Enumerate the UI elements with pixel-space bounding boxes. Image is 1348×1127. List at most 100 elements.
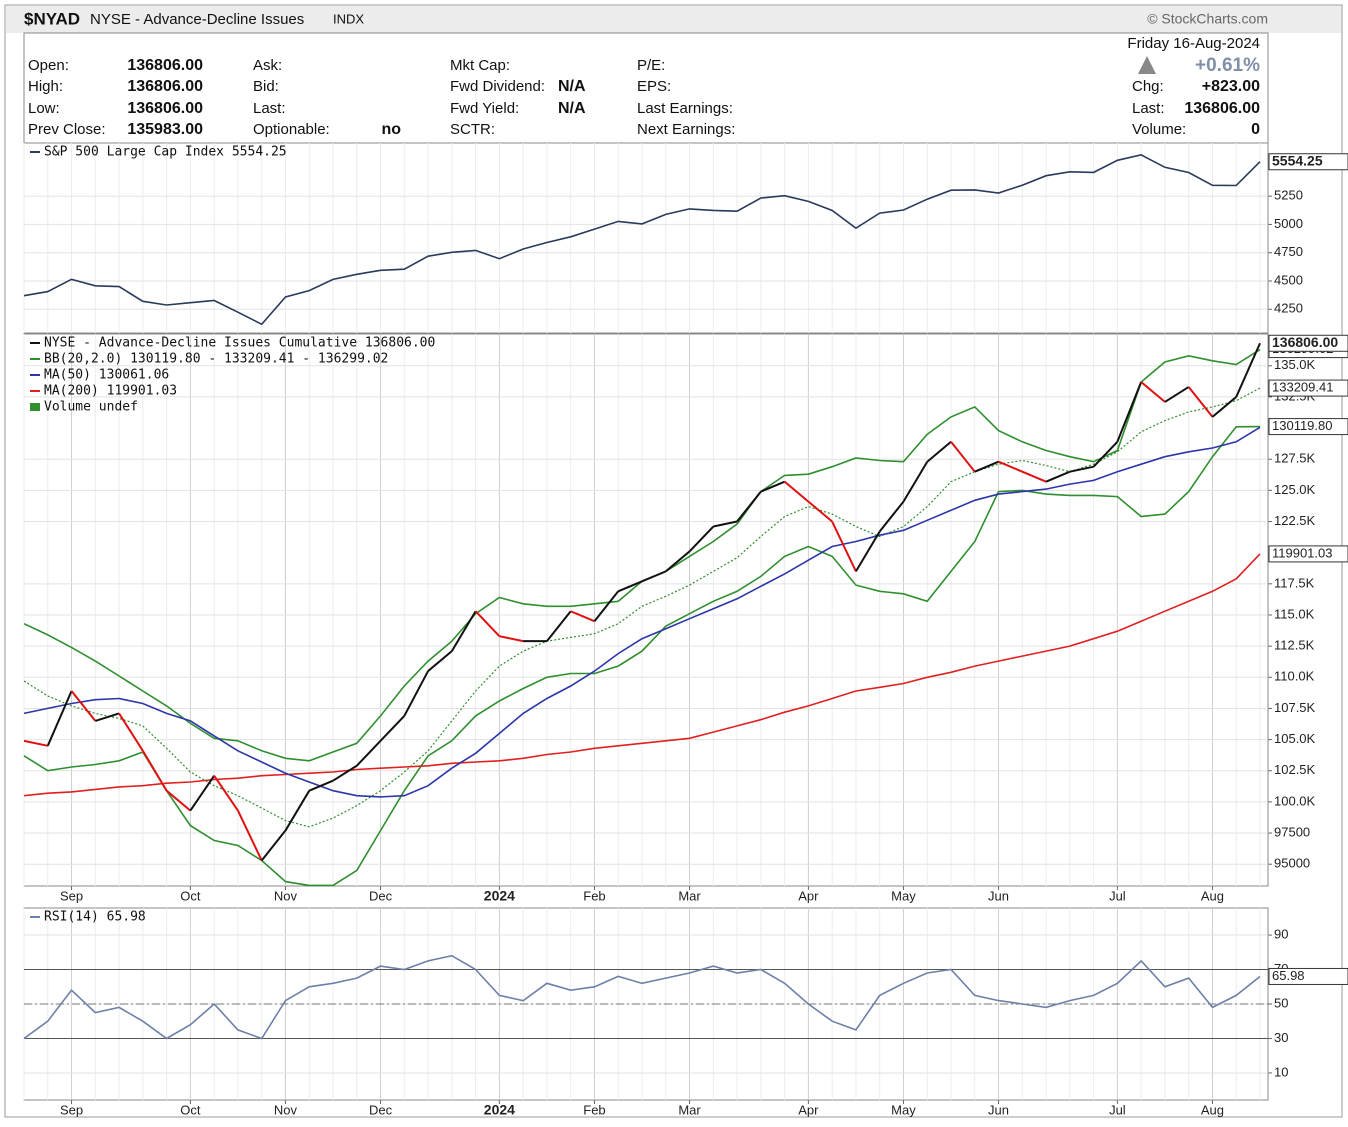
y-tick-label: 102.5K	[1274, 762, 1316, 777]
price-segment	[450, 610, 477, 652]
x-tick-label: Apr	[798, 1102, 819, 1117]
price-segment	[284, 790, 311, 832]
price-segment	[760, 480, 786, 493]
price-segment	[1116, 381, 1143, 443]
field-label: Mkt Cap:	[450, 57, 510, 74]
legend-label: S&P 500 Large Cap Index 5554.25	[44, 145, 287, 160]
x-tick-label: May	[891, 888, 916, 903]
price-segment	[1235, 342, 1261, 398]
field-label: Chg:	[1132, 78, 1164, 95]
price-segment	[831, 521, 857, 572]
price-segment	[427, 650, 453, 672]
field-value: +823.00	[1202, 78, 1260, 95]
price-segment	[617, 580, 643, 593]
series-line	[23, 426, 1261, 798]
y-tick-label: 10	[1274, 1064, 1288, 1079]
series-line	[23, 553, 1261, 797]
y-tick-label: 97500	[1274, 824, 1310, 839]
value-box	[1268, 545, 1348, 563]
field-value: 136806.00	[127, 100, 203, 117]
x-tick-label: Jul	[1109, 888, 1126, 903]
price-segment	[713, 520, 738, 528]
x-tick-label: Nov	[274, 888, 298, 903]
price-segment	[593, 590, 620, 622]
legend-label: MA(200) 119901.03	[44, 384, 177, 399]
series-line	[23, 154, 1261, 326]
price-segment	[46, 690, 73, 747]
price-segment	[570, 610, 595, 623]
up-arrow	[1138, 56, 1156, 74]
brand: © StockCharts.com	[1147, 11, 1268, 27]
y-tick-label: 127.5K	[1274, 451, 1316, 466]
y-tick-label: 105.0K	[1274, 731, 1316, 746]
price-segment	[237, 810, 263, 861]
price-segment	[807, 500, 833, 523]
price-segment	[546, 610, 572, 642]
y-tick-label: 122.5K	[1274, 513, 1316, 528]
y-tick-label: 4500	[1274, 272, 1303, 287]
value-label: 5554.25	[1272, 152, 1323, 168]
y-tick-label: 117.5K	[1274, 575, 1315, 590]
legend-label: Volume undef	[44, 400, 138, 415]
field-label: SCTR:	[450, 121, 495, 138]
price-segment	[95, 712, 120, 722]
price-segment	[308, 779, 334, 792]
price-segment	[855, 530, 881, 572]
price-segment	[23, 739, 48, 747]
security-name: NYSE - Advance-Decline Issues	[90, 11, 304, 28]
price-segment	[1140, 381, 1166, 403]
price-segment	[1045, 470, 1071, 483]
price-segment	[1187, 386, 1214, 418]
field-label: Open:	[28, 57, 69, 74]
value-label: 119901.03	[1272, 545, 1333, 560]
x-tick-label: Sep	[60, 1102, 83, 1117]
series-line	[23, 954, 1261, 1040]
exchange: INDX	[333, 11, 364, 26]
value-box	[1268, 334, 1348, 352]
x-tick-label: Jul	[1109, 1102, 1126, 1117]
title-bar	[6, 6, 1341, 33]
y-tick-label: 30	[1274, 1030, 1288, 1045]
field-label: Fwd Dividend:	[450, 78, 545, 95]
x-tick-label: 2024	[484, 1102, 515, 1118]
field-label: Optionable:	[253, 121, 330, 138]
x-tick-label: Mar	[678, 888, 701, 903]
y-tick-label: 90	[1274, 926, 1288, 941]
price-segment	[1021, 470, 1047, 483]
x-tick-label: Dec	[369, 1102, 393, 1117]
x-tick-label: Oct	[180, 1102, 201, 1117]
price-segment	[356, 740, 382, 767]
field-value: 136806.00	[127, 57, 203, 74]
y-tick-label: 95000	[1274, 856, 1310, 871]
value-box	[1268, 379, 1348, 397]
price-segment	[403, 670, 429, 717]
y-tick-label: 4750	[1274, 244, 1303, 259]
price-segment	[665, 550, 691, 573]
value-label: 136806.00	[1272, 334, 1338, 350]
field-value: N/A	[558, 78, 586, 95]
price-segment	[783, 480, 810, 503]
x-tick-label: Aug	[1201, 888, 1224, 903]
bb-middle	[23, 387, 1261, 828]
field-value: no	[381, 121, 401, 138]
change-pct: +0.61%	[1195, 55, 1260, 76]
field-value: 136806.00	[127, 78, 203, 95]
price-segment	[902, 461, 929, 503]
x-tick-label: May	[891, 1102, 916, 1117]
legend-label: MA(50) 130061.06	[44, 368, 169, 383]
price-segment	[118, 712, 144, 752]
price-segment	[70, 690, 97, 722]
field-value: 135983.00	[127, 121, 203, 138]
price-segment	[379, 715, 406, 742]
price-segment	[878, 500, 905, 533]
price-segment	[141, 750, 168, 792]
price-segment	[332, 764, 358, 782]
price-segment	[213, 775, 239, 812]
y-tick-label: 125.0K	[1274, 482, 1316, 497]
field-label: P/E:	[637, 57, 665, 74]
y-tick-label: 5250	[1274, 188, 1303, 203]
legend-label: BB(20,2.0) 130119.80 - 133209.41 - 13629…	[44, 352, 388, 367]
y-tick-label: 107.5K	[1274, 700, 1316, 715]
legend-label: NYSE - Advance-Decline Issues Cumulative…	[44, 336, 435, 351]
field-label: Next Earnings:	[637, 121, 735, 138]
